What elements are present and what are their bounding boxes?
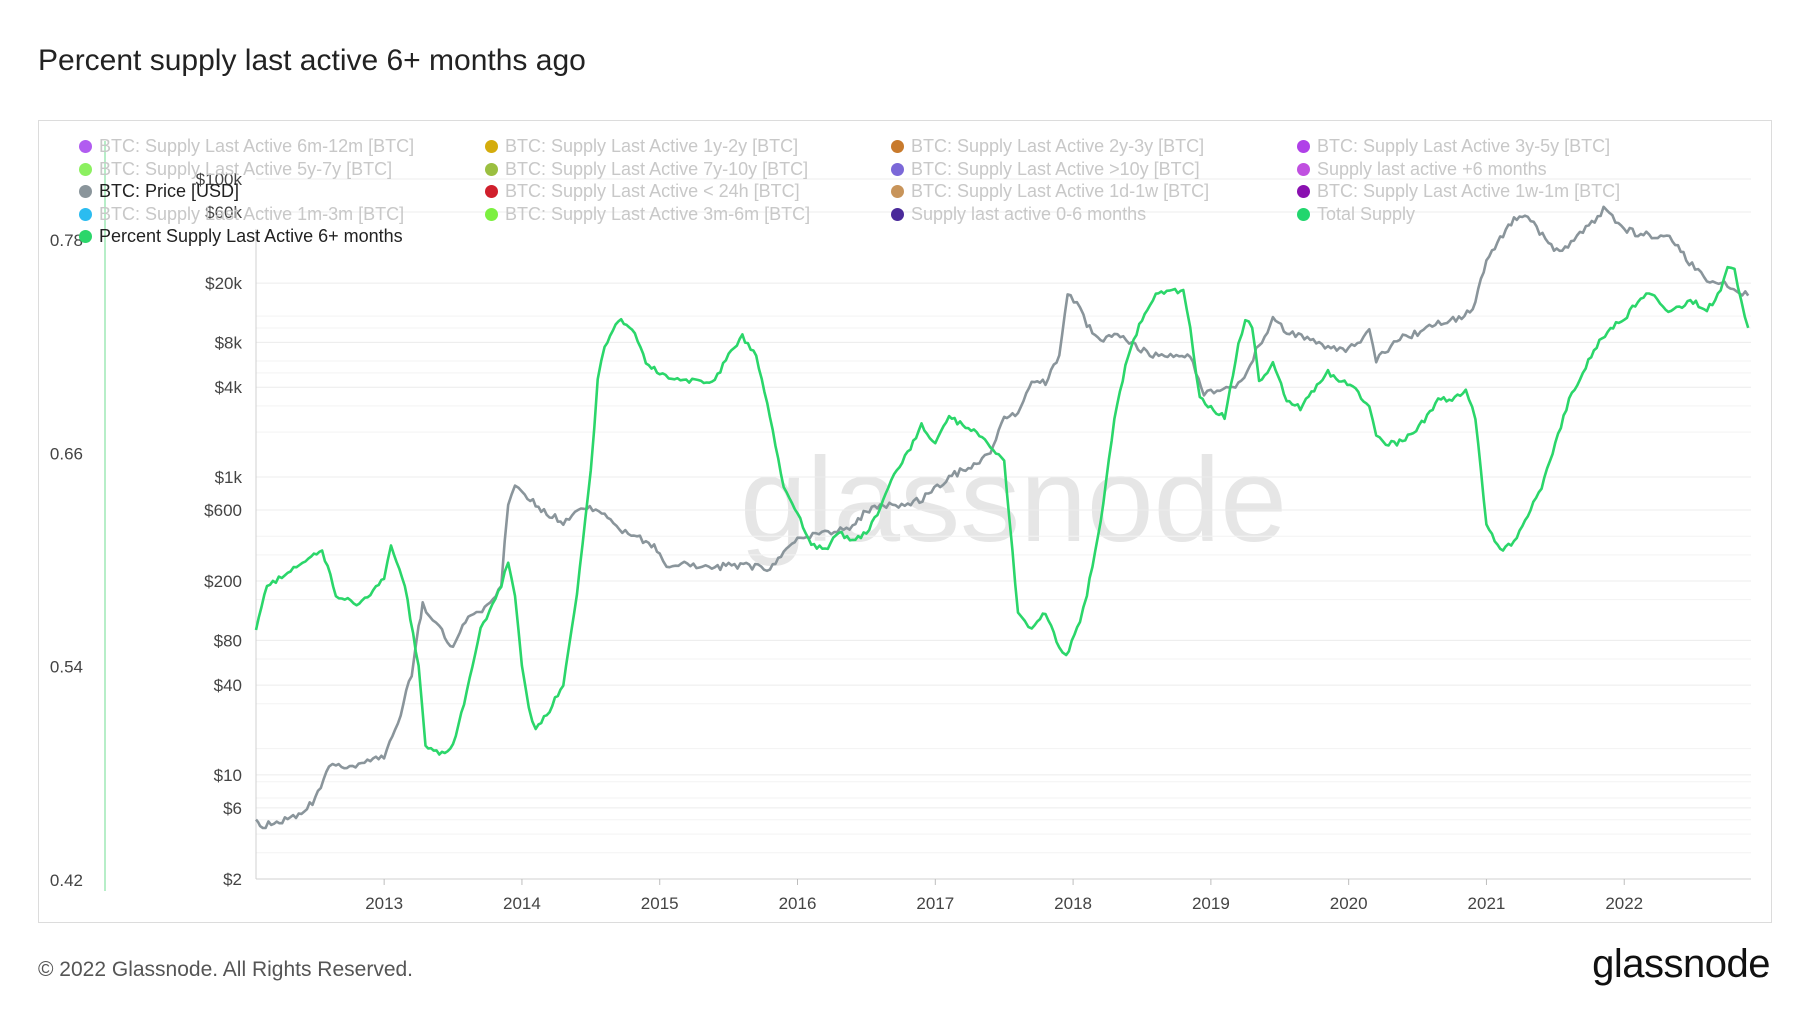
right-axis-tick-label: $8k — [215, 333, 243, 352]
legend-item[interactable]: BTC: Supply Last Active 1y-2y [BTC] — [485, 136, 798, 157]
legend-label: BTC: Price [USD] — [99, 181, 240, 201]
legend-dot-icon — [79, 140, 92, 153]
x-axis-tick-label: 2017 — [916, 894, 954, 913]
left-axis-tick-label: 0.42 — [50, 871, 83, 890]
x-axis-tick-label: 2014 — [503, 894, 541, 913]
legend-item[interactable]: Supply last active 0-6 months — [891, 204, 1146, 225]
chart-container: glassnode $100k $60k $20k $8k $4k $1k $600 $200 $… — [38, 120, 1772, 923]
legend-dot-icon — [1297, 207, 1310, 221]
legend-label: BTC: Supply Last Active 1m-3m [BTC] — [99, 203, 405, 224]
legend-dot-icon — [891, 140, 904, 153]
legend-item[interactable]: BTC: Supply Last Active < 24h [BTC] — [485, 181, 800, 202]
right-axis-tick-label: $6 — [223, 799, 242, 818]
right-axis-tick-label: $200 — [204, 572, 242, 591]
legend-item[interactable]: BTC: Supply Last Active 3m-6m [BTC] — [485, 204, 810, 225]
legend-dot-icon — [79, 162, 92, 176]
legend-dot-icon — [79, 230, 92, 243]
right-axis-tick-label: $100k — [196, 170, 243, 189]
legend-label: BTC: Supply Last Active >10y [BTC] — [911, 158, 1200, 179]
right-axis-tick-label: $4k — [215, 378, 243, 397]
legend-label: BTC: Supply Last Active 2y-3y [BTC] — [911, 136, 1205, 156]
legend-label: BTC: Supply Last Active 1w-1m [BTC] — [1317, 181, 1621, 201]
legend-label: BTC: Supply Last Active 3m-6m [BTC] — [505, 203, 811, 224]
brand-logo: glassnode — [1592, 942, 1770, 986]
legend-item[interactable]: Total Supply — [1297, 204, 1415, 225]
legend-dot-icon — [79, 185, 92, 198]
legend-dot-icon — [1297, 162, 1310, 176]
legend-item[interactable]: BTC: Supply Last Active 7y-10y [BTC] — [485, 159, 808, 180]
legend-dot-icon — [891, 207, 904, 221]
legend-item[interactable]: BTC: Supply Last Active 1m-3m [BTC] — [79, 204, 404, 225]
legend-dot-icon — [485, 185, 498, 198]
legend-label: Supply last active 0-6 months — [911, 203, 1147, 224]
right-axis-tick-label: $80 — [214, 631, 242, 650]
right-axis-tick-label: $2 — [223, 870, 242, 889]
right-axis-tick-label: $40 — [214, 676, 242, 695]
right-axis-tick-label: $1k — [215, 468, 243, 487]
legend-label: Percent Supply Last Active 6+ months — [99, 226, 403, 246]
legend-item[interactable]: BTC: Supply Last Active >10y [BTC] — [891, 159, 1200, 180]
legend-item[interactable]: BTC: Supply Last Active 1w-1m [BTC] — [1297, 181, 1620, 202]
legend-item[interactable]: BTC: Price [USD] — [79, 181, 239, 202]
legend-item[interactable]: Percent Supply Last Active 6+ months — [79, 226, 403, 247]
legend-label: BTC: Supply Last Active 7y-10y [BTC] — [505, 158, 809, 179]
x-axis-tick-label: 2016 — [779, 894, 817, 913]
legend-label: BTC: Supply Last Active 1y-2y [BTC] — [505, 136, 799, 156]
legend-item[interactable]: BTC: Supply Last Active 1d-1w [BTC] — [891, 181, 1209, 202]
legend-dot-icon — [485, 207, 498, 221]
legend-dot-icon — [1297, 140, 1310, 153]
legend-dot-icon — [485, 162, 498, 176]
x-axis-tick-label: 2013 — [365, 894, 403, 913]
left-axis-tick-label: 0.66 — [50, 444, 83, 463]
legend-label: BTC: Supply Last Active 3y-5y [BTC] — [1317, 136, 1611, 156]
chart-svg: glassnode$100k$60k$20k$8k$4k$1k$600$200$… — [50, 141, 1751, 913]
legend-dot-icon — [1297, 185, 1310, 198]
x-axis-tick-label: 2022 — [1605, 894, 1643, 913]
left-axis-tick-label: 0.54 — [50, 658, 83, 677]
x-axis-tick-label: 2019 — [1192, 894, 1230, 913]
legend-dot-icon — [79, 207, 92, 221]
legend-label: Total Supply — [1317, 203, 1416, 224]
x-axis-tick-label: 2021 — [1468, 894, 1506, 913]
chart-title: Percent supply last active 6+ months ago — [38, 44, 586, 77]
legend-item[interactable]: BTC: Supply Last Active 3y-5y [BTC] — [1297, 136, 1610, 157]
legend-label: BTC: Supply Last Active 6m-12m [BTC] — [99, 136, 415, 156]
legend-item[interactable]: BTC: Supply Last Active 6m-12m [BTC] — [79, 136, 414, 157]
right-axis-tick-label: $60k — [205, 203, 242, 222]
percent-supply-line — [254, 265, 1750, 756]
x-axis-tick-label: 2018 — [1054, 894, 1092, 913]
legend-label: Supply last active +6 months — [1317, 158, 1547, 179]
legend-label: BTC: Supply Last Active < 24h [BTC] — [505, 181, 800, 201]
x-axis-tick-label: 2020 — [1330, 894, 1368, 913]
right-axis-tick-label: $20k — [205, 274, 242, 293]
copyright-text: © 2022 Glassnode. All Rights Reserved. — [38, 958, 414, 981]
legend-item[interactable]: BTC: Supply Last Active 5y-7y [BTC] — [79, 159, 392, 180]
x-axis-tick-label: 2015 — [641, 894, 679, 913]
legend-dot-icon — [891, 185, 904, 198]
legend-label: BTC: Supply Last Active 1d-1w [BTC] — [911, 181, 1210, 201]
right-axis-tick-label: $10 — [214, 766, 242, 785]
left-axis-tick-label: 0.78 — [50, 231, 83, 250]
legend-label: BTC: Supply Last Active 5y-7y [BTC] — [99, 158, 393, 179]
legend-dot-icon — [891, 162, 904, 176]
legend-item[interactable]: BTC: Supply Last Active 2y-3y [BTC] — [891, 136, 1204, 157]
legend-dot-icon — [485, 140, 498, 153]
right-axis-tick-label: $600 — [204, 501, 242, 520]
legend-item[interactable]: Supply last active +6 months — [1297, 159, 1547, 180]
